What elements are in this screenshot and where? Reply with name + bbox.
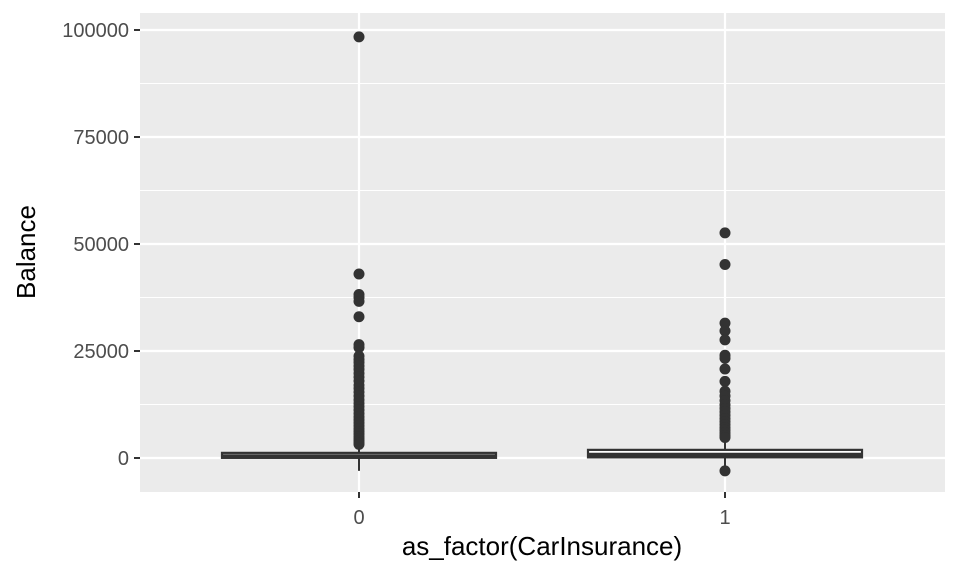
outlier-point xyxy=(719,363,731,375)
plot-panel xyxy=(140,13,945,492)
outlier-point xyxy=(719,334,731,346)
outlier-point xyxy=(353,342,365,354)
outlier-point xyxy=(719,259,731,271)
outlier-point xyxy=(719,465,731,477)
outlier-point xyxy=(719,325,731,337)
boxplots xyxy=(220,438,864,471)
outlier-points xyxy=(353,31,731,477)
outlier-point xyxy=(353,311,365,323)
x-axis-title: as_factor(CarInsurance) xyxy=(402,531,682,561)
outlier-point xyxy=(719,227,731,239)
outlier-point xyxy=(719,431,731,443)
outlier-point xyxy=(719,375,731,387)
y-tick-label: 50000 xyxy=(73,234,129,256)
grid-minor xyxy=(140,82,945,406)
outlier-point xyxy=(719,352,731,364)
y-tick-label: 100000 xyxy=(62,20,129,42)
outlier-point xyxy=(353,295,365,307)
outlier-point xyxy=(719,317,731,329)
outlier-point xyxy=(353,31,365,43)
x-tick-label: 1 xyxy=(719,507,730,529)
y-tick-label: 0 xyxy=(118,448,129,470)
y-tick-label: 25000 xyxy=(73,341,129,363)
y-axis-title: Balance xyxy=(11,205,41,299)
y-tick-label: 75000 xyxy=(73,127,129,149)
y-axis: 0 25000 50000 75000 100000 xyxy=(62,20,140,470)
outlier-point xyxy=(353,438,365,450)
outlier-point xyxy=(353,268,365,280)
x-tick-label: 0 xyxy=(353,507,364,529)
